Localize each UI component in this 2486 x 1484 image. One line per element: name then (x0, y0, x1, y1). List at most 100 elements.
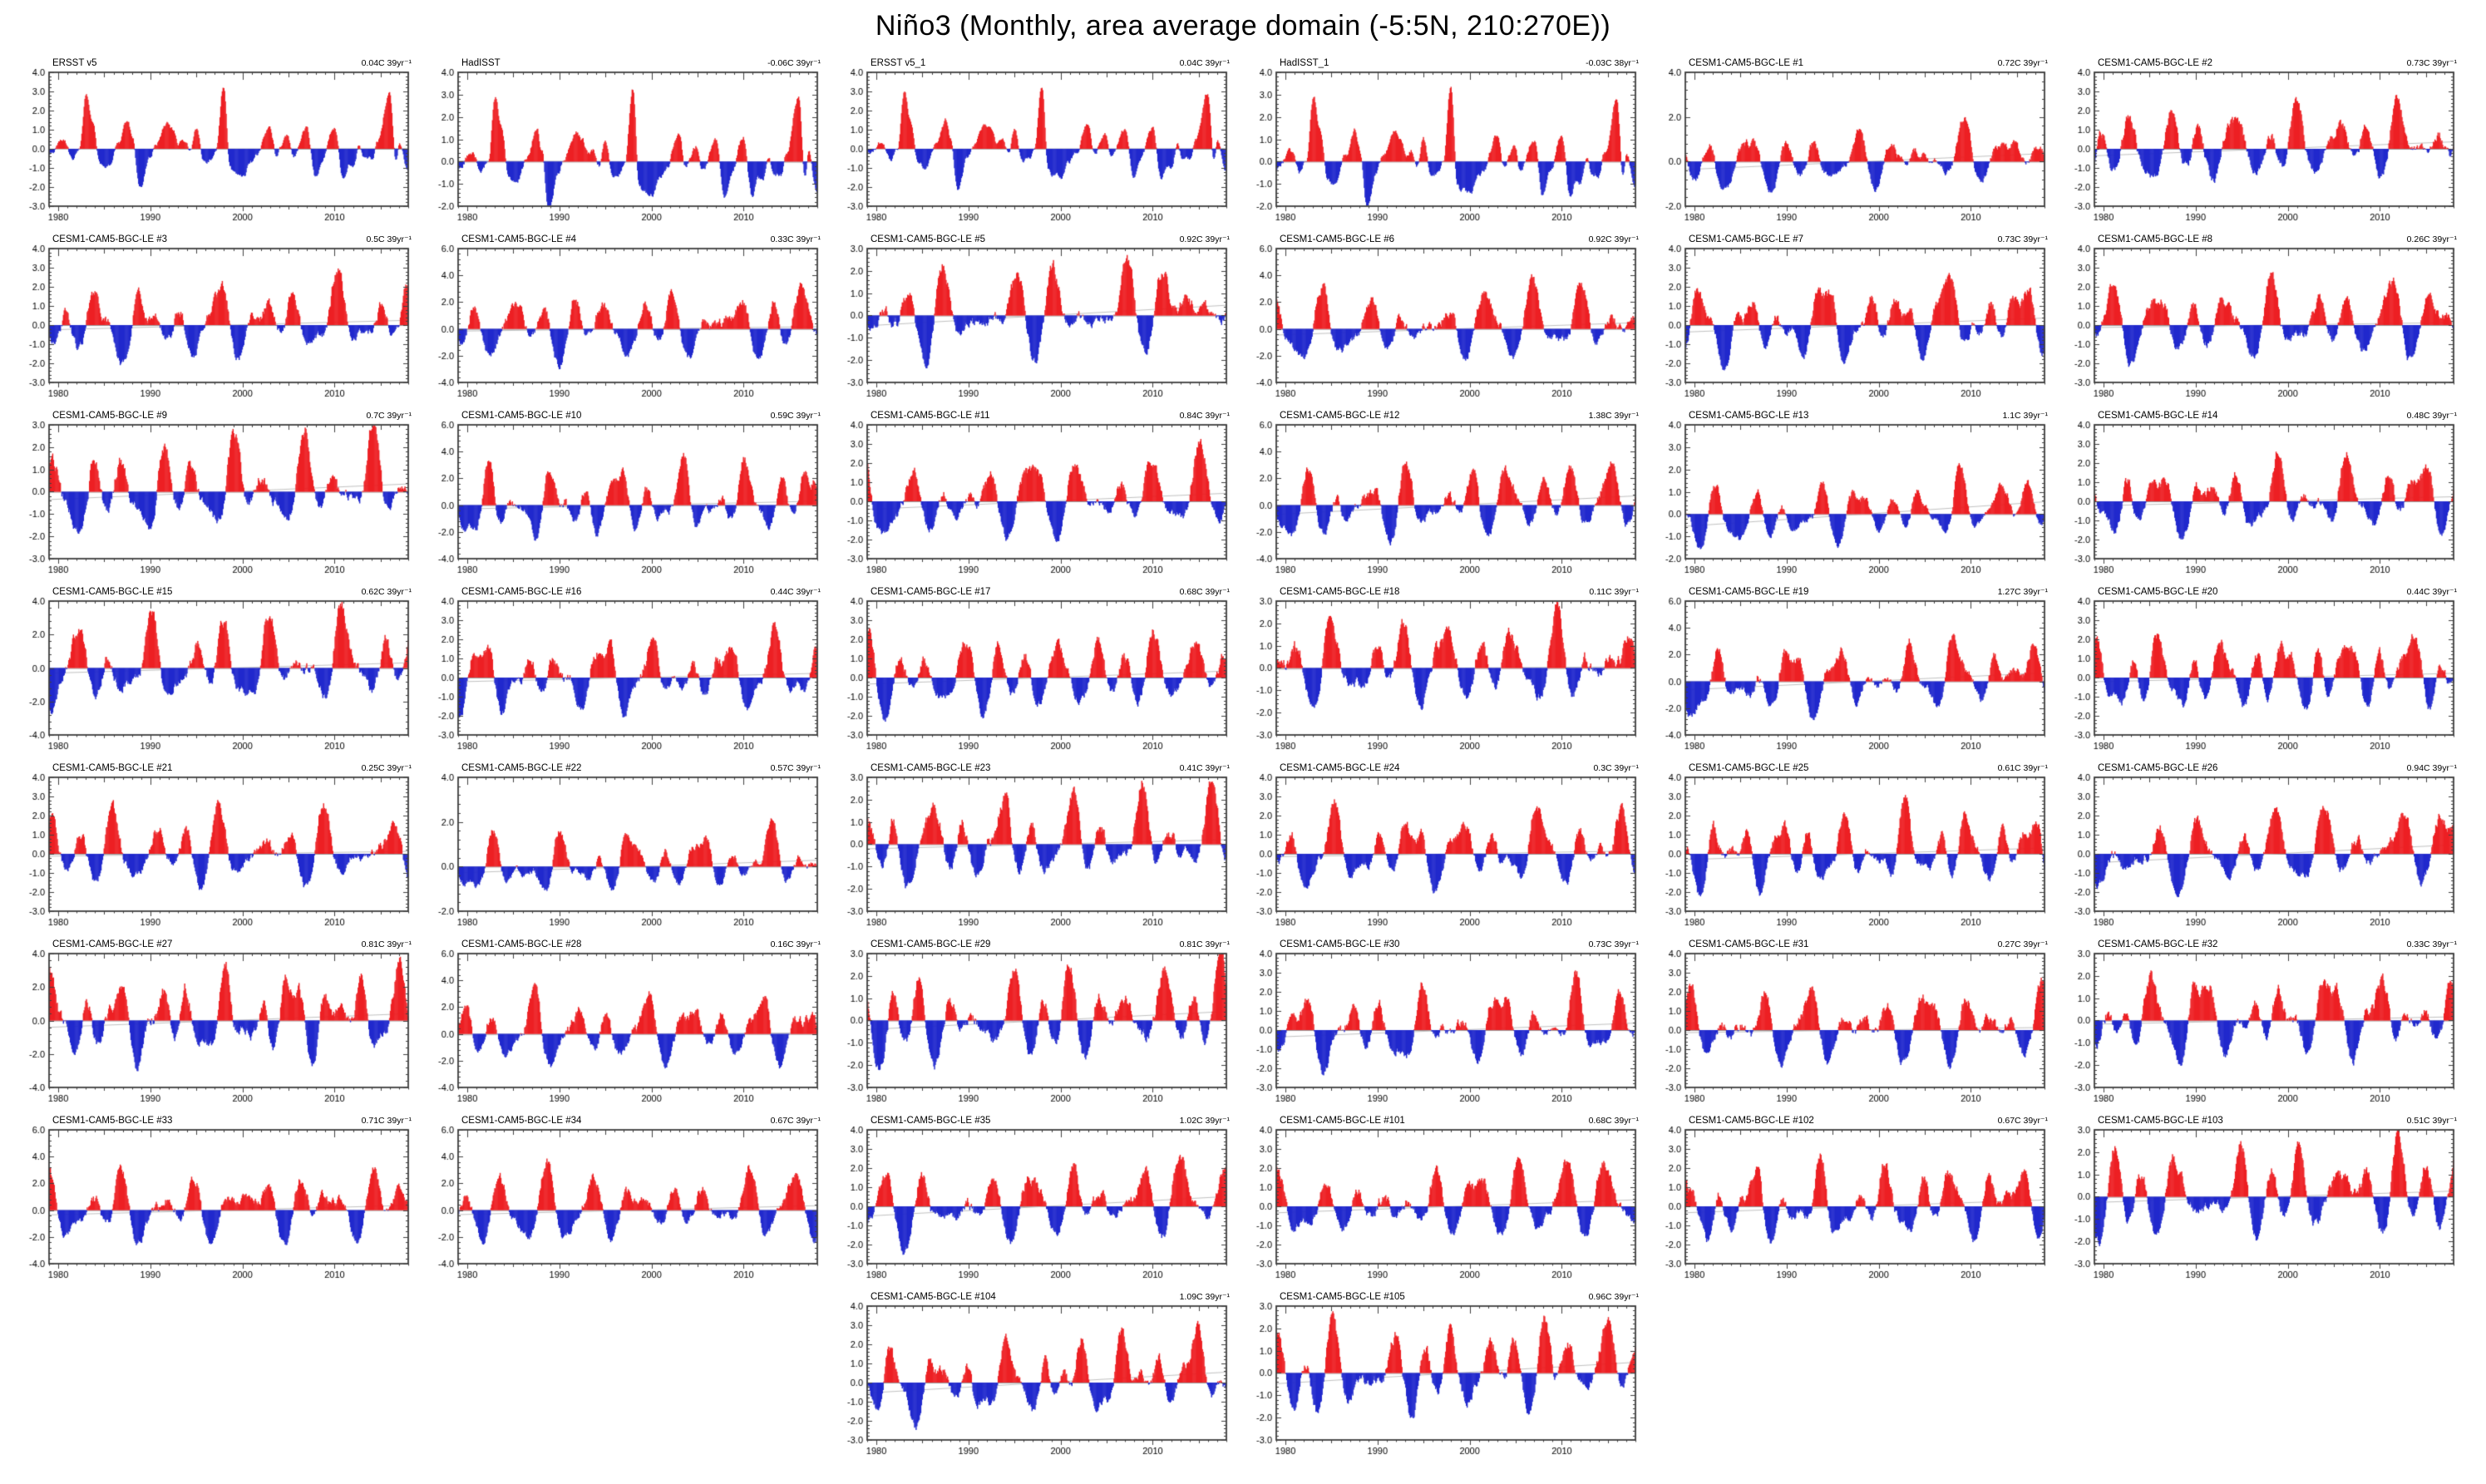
panel-title: CESM1-CAM5-BGC-LE #104 (871, 1292, 996, 1302)
chart-canvas (834, 597, 1236, 755)
panel-trend-label: 1.02C 39yr⁻¹ (1179, 1116, 1230, 1126)
panel-cesm1-cam5-bgc-le-31: CESM1-CAM5-BGC-LE #31 0.27C 39yr⁻¹ (1652, 933, 2061, 1109)
chart-canvas (834, 773, 1236, 931)
panel-trend-label: 0.61C 39yr⁻¹ (1997, 763, 2048, 773)
panel-header: CESM1-CAM5-BGC-LE #16 0.44C 39yr⁻¹ (425, 580, 834, 597)
panel-title: CESM1-CAM5-BGC-LE #25 (1689, 763, 1809, 773)
panel-trend-label: 0.73C 39yr⁻¹ (2406, 58, 2457, 68)
panel-title: CESM1-CAM5-BGC-LE #20 (2098, 587, 2218, 597)
panel-cesm1-cam5-bgc-le-16: CESM1-CAM5-BGC-LE #16 0.44C 39yr⁻¹ (425, 580, 834, 757)
chart-canvas (16, 421, 418, 579)
panel-cesm1-cam5-bgc-le-4: CESM1-CAM5-BGC-LE #4 0.33C 39yr⁻¹ (425, 228, 834, 404)
panel-title: CESM1-CAM5-BGC-LE #12 (1280, 411, 1400, 421)
panel-title: CESM1-CAM5-BGC-LE #34 (461, 1116, 582, 1126)
panel-trend-label: 1.1C 39yr⁻¹ (2002, 411, 2048, 421)
panel-cesm1-cam5-bgc-le-24: CESM1-CAM5-BGC-LE #24 0.3C 39yr⁻¹ (1243, 757, 1652, 933)
chart-canvas (1243, 244, 1645, 402)
chart-canvas (16, 597, 418, 755)
panel-title: CESM1-CAM5-BGC-LE #13 (1689, 411, 1809, 421)
panel-title: CESM1-CAM5-BGC-LE #21 (52, 763, 173, 773)
panel-header: CESM1-CAM5-BGC-LE #10 0.59C 39yr⁻¹ (425, 404, 834, 421)
panel-cesm1-cam5-bgc-le-10: CESM1-CAM5-BGC-LE #10 0.59C 39yr⁻¹ (425, 404, 834, 580)
panel-header: CESM1-CAM5-BGC-LE #26 0.94C 39yr⁻¹ (2061, 757, 2470, 773)
panel-title: ERSST v5 (52, 58, 97, 68)
panel-title: CESM1-CAM5-BGC-LE #3 (52, 234, 168, 244)
panel-cesm1-cam5-bgc-le-17: CESM1-CAM5-BGC-LE #17 0.68C 39yr⁻¹ (834, 580, 1243, 757)
panel-title: CESM1-CAM5-BGC-LE #22 (461, 763, 582, 773)
panel-trend-label: 0.68C 39yr⁻¹ (1588, 1116, 1639, 1126)
panel-title: CESM1-CAM5-BGC-LE #103 (2098, 1116, 2223, 1126)
chart-canvas (1243, 1126, 1645, 1284)
panel-title: CESM1-CAM5-BGC-LE #31 (1689, 939, 1809, 949)
chart-canvas (834, 68, 1236, 226)
panel-trend-label: 0.33C 39yr⁻¹ (770, 234, 821, 244)
panel-title: CESM1-CAM5-BGC-LE #102 (1689, 1116, 1814, 1126)
panel-trend-label: 0.5C 39yr⁻¹ (366, 234, 412, 244)
chart-canvas (2061, 1126, 2464, 1284)
panel-cesm1-cam5-bgc-le-105: CESM1-CAM5-BGC-LE #105 0.96C 39yr⁻¹ (1243, 1285, 1652, 1462)
chart-canvas (2061, 773, 2464, 931)
panel-header: ERSST v5 0.04C 39yr⁻¹ (16, 52, 425, 68)
panel-title: CESM1-CAM5-BGC-LE #105 (1280, 1292, 1405, 1302)
panel-cesm1-cam5-bgc-le-3: CESM1-CAM5-BGC-LE #3 0.5C 39yr⁻¹ (16, 228, 425, 404)
panel-cesm1-cam5-bgc-le-25: CESM1-CAM5-BGC-LE #25 0.61C 39yr⁻¹ (1652, 757, 2061, 933)
panel-header: CESM1-CAM5-BGC-LE #4 0.33C 39yr⁻¹ (425, 228, 834, 244)
panel-title: CESM1-CAM5-BGC-LE #28 (461, 939, 582, 949)
chart-canvas (16, 68, 418, 226)
panel-title: CESM1-CAM5-BGC-LE #7 (1689, 234, 1804, 244)
panel-trend-label: 0.44C 39yr⁻¹ (770, 587, 821, 597)
panel-header: CESM1-CAM5-BGC-LE #1 0.72C 39yr⁻¹ (1652, 52, 2061, 68)
chart-canvas (425, 421, 827, 579)
panel-header: CESM1-CAM5-BGC-LE #31 0.27C 39yr⁻¹ (1652, 933, 2061, 949)
chart-canvas (2061, 68, 2464, 226)
panel-title: CESM1-CAM5-BGC-LE #19 (1689, 587, 1809, 597)
panel-trend-label: 0.04C 39yr⁻¹ (1179, 58, 1230, 68)
chart-canvas (1652, 68, 2054, 226)
panel-title: HadISST (461, 58, 501, 68)
chart-canvas (834, 1126, 1236, 1284)
panel-title: CESM1-CAM5-BGC-LE #17 (871, 587, 991, 597)
panel-trend-label: 0.67C 39yr⁻¹ (1997, 1116, 2048, 1126)
panel-title: CESM1-CAM5-BGC-LE #15 (52, 587, 173, 597)
panel-title: CESM1-CAM5-BGC-LE #5 (871, 234, 986, 244)
panel-title: CESM1-CAM5-BGC-LE #8 (2098, 234, 2213, 244)
panel-trend-label: 0.71C 39yr⁻¹ (361, 1116, 412, 1126)
chart-canvas (1652, 244, 2054, 402)
panel-cesm1-cam5-bgc-le-35: CESM1-CAM5-BGC-LE #35 1.02C 39yr⁻¹ (834, 1109, 1243, 1285)
panel-header: CESM1-CAM5-BGC-LE #35 1.02C 39yr⁻¹ (834, 1109, 1243, 1126)
panel-header: CESM1-CAM5-BGC-LE #14 0.48C 39yr⁻¹ (2061, 404, 2470, 421)
panel-trend-label: 1.38C 39yr⁻¹ (1588, 411, 1639, 421)
chart-canvas (425, 68, 827, 226)
panel-header: CESM1-CAM5-BGC-LE #17 0.68C 39yr⁻¹ (834, 580, 1243, 597)
panel-header: CESM1-CAM5-BGC-LE #27 0.81C 39yr⁻¹ (16, 933, 425, 949)
panel-trend-label: 1.09C 39yr⁻¹ (1179, 1292, 1230, 1302)
chart-canvas (1243, 68, 1645, 226)
panel-trend-label: 0.44C 39yr⁻¹ (2406, 587, 2457, 597)
panel-hadisst: HadISST -0.06C 39yr⁻¹ (425, 52, 834, 228)
panel-cesm1-cam5-bgc-le-26: CESM1-CAM5-BGC-LE #26 0.94C 39yr⁻¹ (2061, 757, 2470, 933)
panel-cesm1-cam5-bgc-le-30: CESM1-CAM5-BGC-LE #30 0.73C 39yr⁻¹ (1243, 933, 1652, 1109)
panel-header: CESM1-CAM5-BGC-LE #15 0.62C 39yr⁻¹ (16, 580, 425, 597)
panel-header: CESM1-CAM5-BGC-LE #9 0.7C 39yr⁻¹ (16, 404, 425, 421)
panel-title: CESM1-CAM5-BGC-LE #10 (461, 411, 582, 421)
panel-header: CESM1-CAM5-BGC-LE #8 0.26C 39yr⁻¹ (2061, 228, 2470, 244)
panel-header: CESM1-CAM5-BGC-LE #20 0.44C 39yr⁻¹ (2061, 580, 2470, 597)
panel-header: CESM1-CAM5-BGC-LE #21 0.25C 39yr⁻¹ (16, 757, 425, 773)
panel-title: CESM1-CAM5-BGC-LE #18 (1280, 587, 1400, 597)
chart-canvas (16, 949, 418, 1107)
panel-cesm1-cam5-bgc-le-23: CESM1-CAM5-BGC-LE #23 0.41C 39yr⁻¹ (834, 757, 1243, 933)
panel-trend-label: 0.26C 39yr⁻¹ (2406, 234, 2457, 244)
panel-grid: ERSST v5 0.04C 39yr⁻¹ HadISST -0.06C 39y… (0, 52, 2486, 1462)
panel-cesm1-cam5-bgc-le-13: CESM1-CAM5-BGC-LE #13 1.1C 39yr⁻¹ (1652, 404, 2061, 580)
panel-header: CESM1-CAM5-BGC-LE #32 0.33C 39yr⁻¹ (2061, 933, 2470, 949)
panel-trend-label: 0.72C 39yr⁻¹ (1997, 58, 2048, 68)
panel-cesm1-cam5-bgc-le-102: CESM1-CAM5-BGC-LE #102 0.67C 39yr⁻¹ (1652, 1109, 2061, 1285)
panel-ersst-v5-1: ERSST v5_1 0.04C 39yr⁻¹ (834, 52, 1243, 228)
chart-canvas (2061, 421, 2464, 579)
panel-trend-label: 0.81C 39yr⁻¹ (361, 939, 412, 949)
panel-title: CESM1-CAM5-BGC-LE #35 (871, 1116, 991, 1126)
page-title: Niño3 (Monthly, area average domain (-5:… (875, 10, 1611, 42)
panel-title: CESM1-CAM5-BGC-LE #101 (1280, 1116, 1405, 1126)
panel-cesm1-cam5-bgc-le-22: CESM1-CAM5-BGC-LE #22 0.57C 39yr⁻¹ (425, 757, 834, 933)
panel-cesm1-cam5-bgc-le-2: CESM1-CAM5-BGC-LE #2 0.73C 39yr⁻¹ (2061, 52, 2470, 228)
